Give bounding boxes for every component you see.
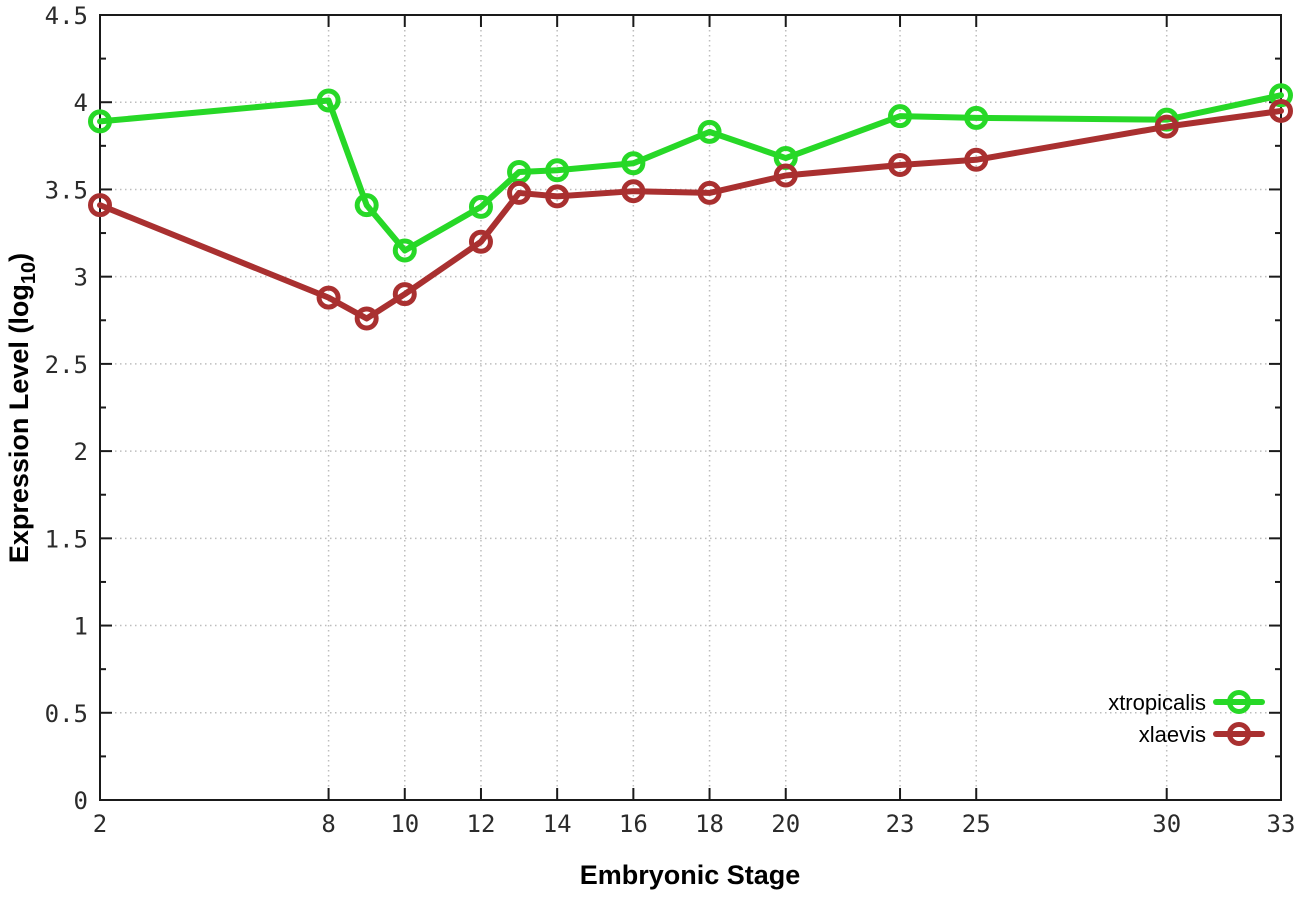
y-tick-label-1.5: 1.5 xyxy=(45,525,88,553)
point-xlaevis-13 xyxy=(507,180,532,205)
x-tick-label-20: 20 xyxy=(771,810,800,838)
point-xtropicalis-14 xyxy=(545,158,570,183)
gridlines xyxy=(100,15,1281,800)
point-xtropicalis-16 xyxy=(621,151,646,176)
y-tick-label-1: 1 xyxy=(74,613,88,641)
y-tick-label-3.5: 3.5 xyxy=(45,176,88,204)
point-xtropicalis-9 xyxy=(354,193,379,218)
point-xlaevis-12 xyxy=(468,229,493,254)
point-xlaevis-8 xyxy=(316,285,341,310)
y-tick-label-4.5: 4.5 xyxy=(45,2,88,30)
y-axis-title: Expression Level (log10) xyxy=(4,253,40,563)
point-xtropicalis-8 xyxy=(316,88,341,113)
point-xtropicalis-25 xyxy=(964,105,989,130)
series-line-xtropicalis xyxy=(97,92,1284,254)
y-tick-label-2.5: 2.5 xyxy=(45,351,88,379)
point-xtropicalis-23 xyxy=(888,104,913,129)
legend-sample-marker-xtropicalis xyxy=(1227,690,1251,714)
point-xlaevis-20 xyxy=(773,163,798,188)
point-xlaevis-18 xyxy=(697,180,722,205)
point-xlaevis-23 xyxy=(888,153,913,178)
x-tick-label-33: 33 xyxy=(1267,810,1296,838)
point-xlaevis-10 xyxy=(392,282,417,307)
point-xtropicalis-10 xyxy=(392,238,417,263)
tick-labels: 2 8 10 12 14 16 18 20 23 25 30 33 0 0.5 1 1.5 2 2.5 3 3.5 4 4… xyxy=(45,2,1296,838)
y-tick-label-4: 4 xyxy=(74,89,88,117)
x-tick-label-2: 2 xyxy=(93,810,107,838)
legend-sample-marker-xlaevis xyxy=(1227,722,1251,746)
point-xtropicalis-12 xyxy=(468,194,493,219)
border-rect xyxy=(99,14,1282,801)
y-tick-label-0.5: 0.5 xyxy=(45,700,88,728)
x-tick-label-14: 14 xyxy=(543,810,572,838)
x-tick-label-10: 10 xyxy=(390,810,419,838)
legend: xtropicalis xlaevis xyxy=(1108,690,1265,747)
x-tick-label-23: 23 xyxy=(886,810,915,838)
point-xlaevis-14 xyxy=(545,184,570,209)
point-xlaevis-2 xyxy=(88,193,112,218)
x-axis-title: Embryonic Stage xyxy=(580,860,801,890)
axis-ticks xyxy=(99,14,1282,801)
y-tick-label-2: 2 xyxy=(74,438,88,466)
x-tick-label-25: 25 xyxy=(962,810,991,838)
y-tick-label-0: 0 xyxy=(74,787,88,815)
point-xtropicalis-2 xyxy=(88,109,112,134)
point-xlaevis-9 xyxy=(354,306,379,331)
x-tick-label-18: 18 xyxy=(695,810,724,838)
point-xlaevis-30 xyxy=(1154,114,1179,139)
x-tick-label-16: 16 xyxy=(619,810,648,838)
x-tick-label-8: 8 xyxy=(321,810,335,838)
point-xtropicalis-18 xyxy=(697,119,722,144)
x-tick-label-12: 12 xyxy=(467,810,496,838)
legend-samples xyxy=(1213,690,1265,746)
point-xlaevis-25 xyxy=(964,147,989,172)
y-axis-title-subscript: 10 xyxy=(18,262,40,284)
x-tick-label-30: 30 xyxy=(1152,810,1181,838)
legend-label-xtropicalis: xtropicalis xyxy=(1108,690,1206,715)
data-series xyxy=(88,83,1293,331)
y-tick-label-3: 3 xyxy=(74,264,88,292)
point-xlaevis-33 xyxy=(1269,98,1293,123)
point-xtropicalis-33 xyxy=(1269,83,1293,108)
legend-label-xlaevis: xlaevis xyxy=(1139,722,1206,747)
point-xlaevis-16 xyxy=(621,179,646,204)
plot-border xyxy=(99,14,1282,801)
